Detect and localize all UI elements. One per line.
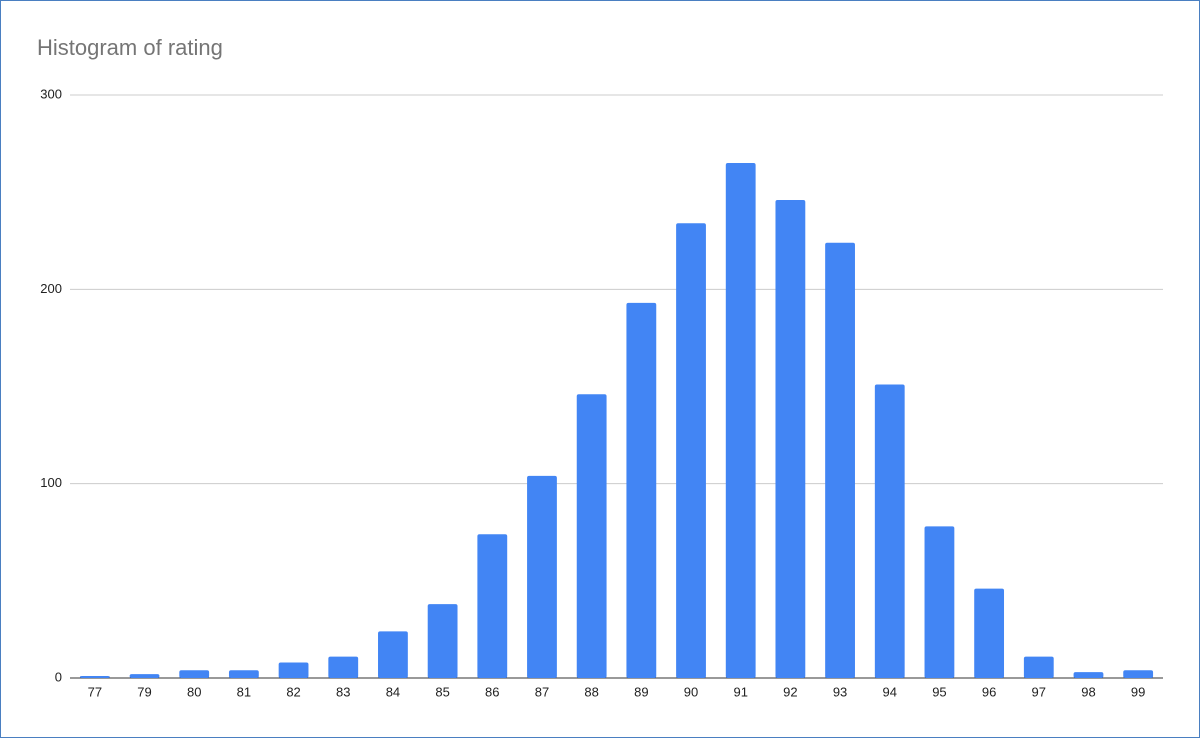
bar <box>1023 656 1054 678</box>
x-tick-label: 86 <box>485 684 499 699</box>
bar <box>1073 672 1104 678</box>
x-tick-label: 93 <box>833 684 847 699</box>
x-tick-label: 80 <box>187 684 201 699</box>
bar <box>427 604 458 678</box>
y-tick-label: 100 <box>40 475 62 490</box>
x-tick-label: 99 <box>1131 684 1145 699</box>
x-tick-label: 90 <box>684 684 698 699</box>
bar <box>328 656 359 678</box>
x-tick-label: 88 <box>584 684 598 699</box>
bar <box>825 242 855 678</box>
x-tick-label: 89 <box>634 684 648 699</box>
bar <box>378 631 408 678</box>
x-tick-label: 79 <box>137 684 151 699</box>
x-tick-label: 91 <box>733 684 747 699</box>
bar <box>725 163 756 678</box>
x-tick-label: 85 <box>435 684 449 699</box>
y-tick-label: 200 <box>40 281 62 296</box>
x-tick-label: 94 <box>883 684 897 699</box>
bar <box>874 384 905 678</box>
bar <box>974 588 1005 678</box>
x-tick-label: 81 <box>237 684 251 699</box>
x-tick-label: 82 <box>286 684 300 699</box>
bar <box>527 475 557 678</box>
bar <box>477 534 508 678</box>
bar <box>278 662 309 678</box>
chart-title: Histogram of rating <box>37 35 223 60</box>
bar <box>576 394 607 678</box>
x-tick-label: 95 <box>932 684 946 699</box>
y-tick-label: 300 <box>40 86 62 101</box>
bar <box>676 223 706 678</box>
x-tick-label: 97 <box>1032 684 1046 699</box>
x-tick-label: 96 <box>982 684 996 699</box>
bar <box>924 526 955 678</box>
x-tick-label: 87 <box>535 684 549 699</box>
x-tick-label: 77 <box>88 684 102 699</box>
bar <box>228 670 259 678</box>
bar <box>626 302 657 678</box>
bar <box>129 674 160 678</box>
bar <box>775 199 806 678</box>
y-tick-label: 0 <box>55 669 62 684</box>
bar <box>179 670 210 678</box>
x-tick-label: 98 <box>1081 684 1095 699</box>
bar <box>79 676 110 678</box>
bar <box>1123 670 1154 678</box>
x-tick-label: 83 <box>336 684 350 699</box>
x-tick-label: 92 <box>783 684 797 699</box>
x-tick-label: 84 <box>386 684 400 699</box>
